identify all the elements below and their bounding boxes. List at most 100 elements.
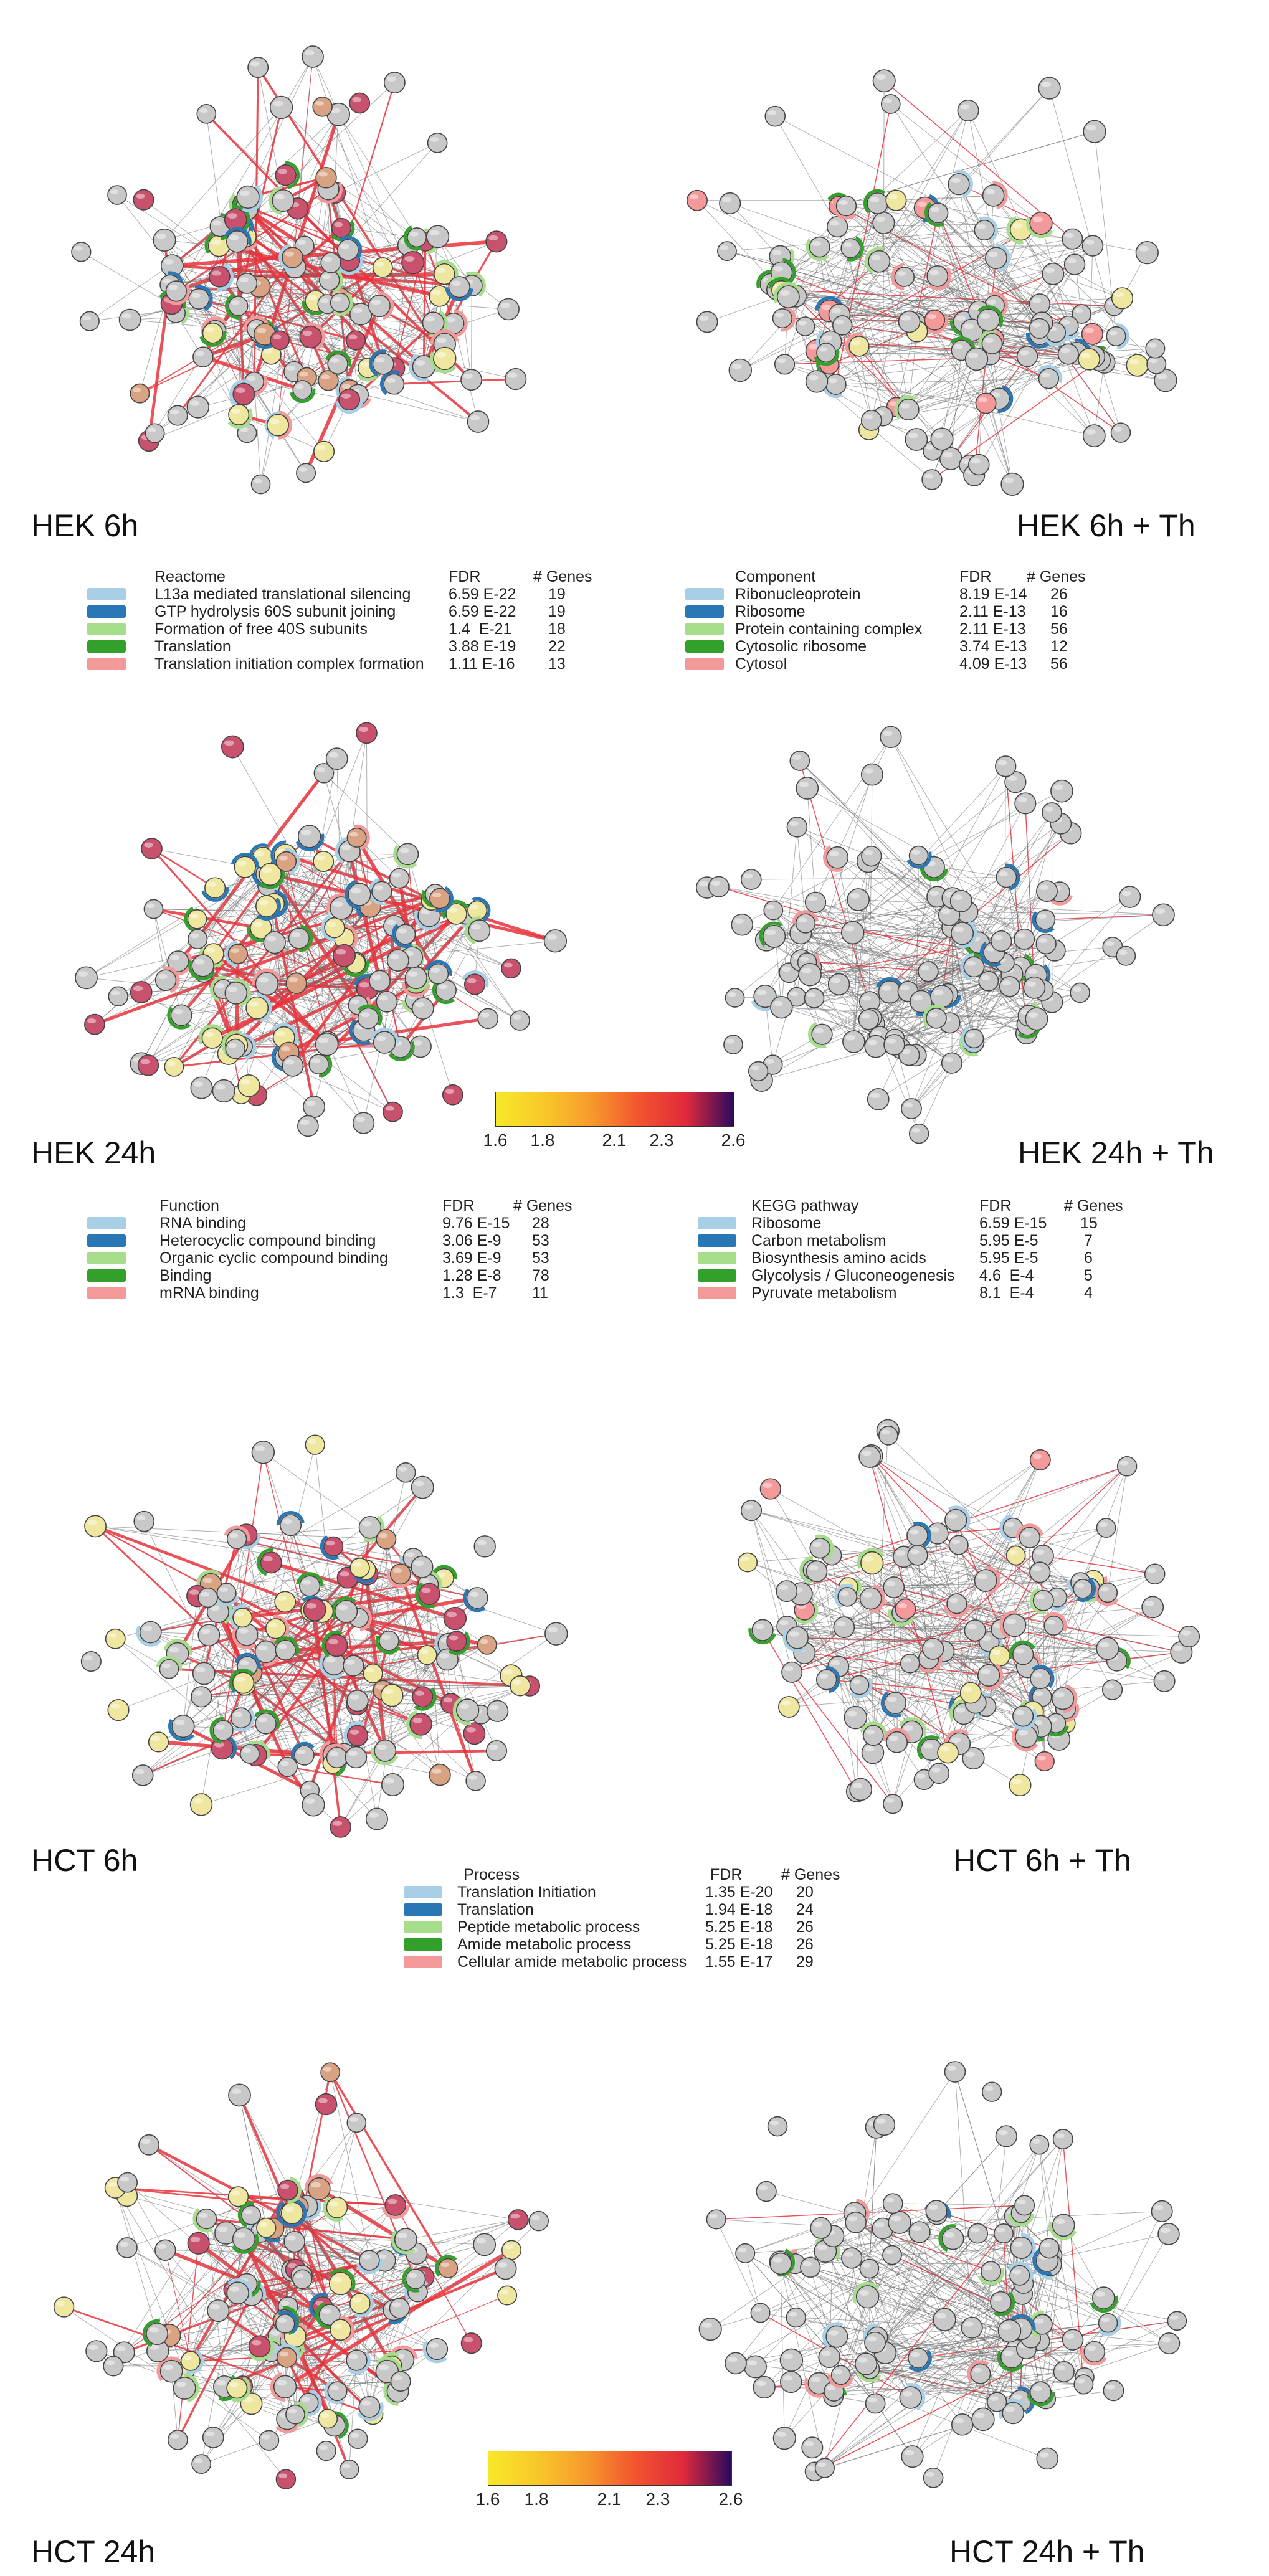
annotation-ring [224,400,253,429]
node-circle [202,322,224,344]
annotation-ring [162,277,191,305]
node-circle [1050,779,1073,803]
node-circle [815,1669,837,1690]
node-highlight [997,760,1007,765]
gene-node [154,2239,176,2261]
gene-node [352,1112,375,1134]
node-circle [842,1030,865,1053]
node-highlight [497,2262,508,2268]
gene-node [781,1661,803,1683]
gene-node [345,330,366,351]
gene-node [368,878,396,905]
annotation-ring [769,305,796,332]
annotation-ring [188,950,218,980]
edge [295,2253,417,2270]
node-highlight [1034,1691,1043,1697]
gene-node [543,929,568,953]
node-circle [263,931,286,954]
node-circle [153,228,176,252]
node-circle [894,267,915,287]
node-highlight [910,1529,919,1535]
node-highlight [953,894,963,901]
node-highlight [136,1515,146,1521]
gene-node [272,1636,300,1664]
annotation-ring [857,1548,887,1578]
annotation-ring [1015,1523,1044,1552]
edge [1072,239,1082,315]
edge [158,2320,285,2352]
gene-node [276,1511,305,1540]
annotation-ring [323,1743,351,1772]
gene-node [363,1663,383,1683]
annotation-ring [151,966,180,995]
edge [896,195,994,201]
gene-node [812,1665,840,1693]
node-circle [288,927,310,949]
node-circle [840,238,861,258]
annotation-ring [209,1717,237,1745]
edge [150,1632,248,1667]
gene-node [294,822,325,851]
annotation-ring [414,900,444,930]
edge [801,803,1026,961]
edge [992,343,1121,433]
node-highlight [845,1035,856,1041]
annotation-ring [960,953,988,981]
annotation-ring [343,2346,371,2374]
annotation-ring [425,884,454,912]
node-circle [196,103,217,124]
annotation-ring [243,316,270,343]
gene-node [343,1655,364,1677]
gene-node [346,1690,369,1712]
annotation-ring [199,319,227,347]
node-circle [1145,338,1166,359]
edge [890,103,1042,224]
edge [908,321,964,410]
annotation-ring [222,227,252,256]
annotation-ring [409,351,439,382]
node-highlight [211,239,221,245]
edge [346,1685,530,1754]
node-highlight [360,1012,370,1018]
gene-node [467,410,490,433]
node-circle [280,2202,304,2225]
annotation-ring [364,291,394,321]
edge [811,891,1060,968]
node-circle [131,1764,154,1786]
gene-node [731,913,753,936]
edge [1025,803,1035,988]
node-highlight [1018,1730,1028,1736]
gene-node [255,859,285,889]
annotation-ring [888,1599,915,1626]
node-circle [939,447,962,470]
edge [336,2123,357,2208]
node-highlight [443,1697,453,1703]
node-circle [255,1712,277,1735]
node-circle [982,184,1005,207]
node-circle [315,166,337,189]
node-circle [897,399,920,420]
node-circle [167,950,189,972]
node-circle [1153,1670,1176,1692]
node-highlight [1099,1642,1110,1648]
gene-node [898,1044,920,1066]
gene-node [381,1773,404,1797]
node-highlight [1181,1630,1191,1636]
gene-node [1014,928,1035,950]
edge [1049,88,1117,337]
gene-node [891,263,918,291]
node-highlight [988,251,998,257]
node-highlight [1149,358,1158,364]
node-circle [349,1557,370,1578]
edge [292,56,313,258]
annotation-ring [156,1655,183,1682]
node-highlight [864,1746,875,1752]
node-highlight [900,985,910,991]
gene-node [386,1032,415,1062]
node-highlight [480,1639,489,1644]
gene-node [812,339,840,366]
node-highlight [302,1784,311,1790]
node-circle [326,1746,348,1769]
annotation-ring [386,1032,415,1062]
edge [369,2260,386,2407]
